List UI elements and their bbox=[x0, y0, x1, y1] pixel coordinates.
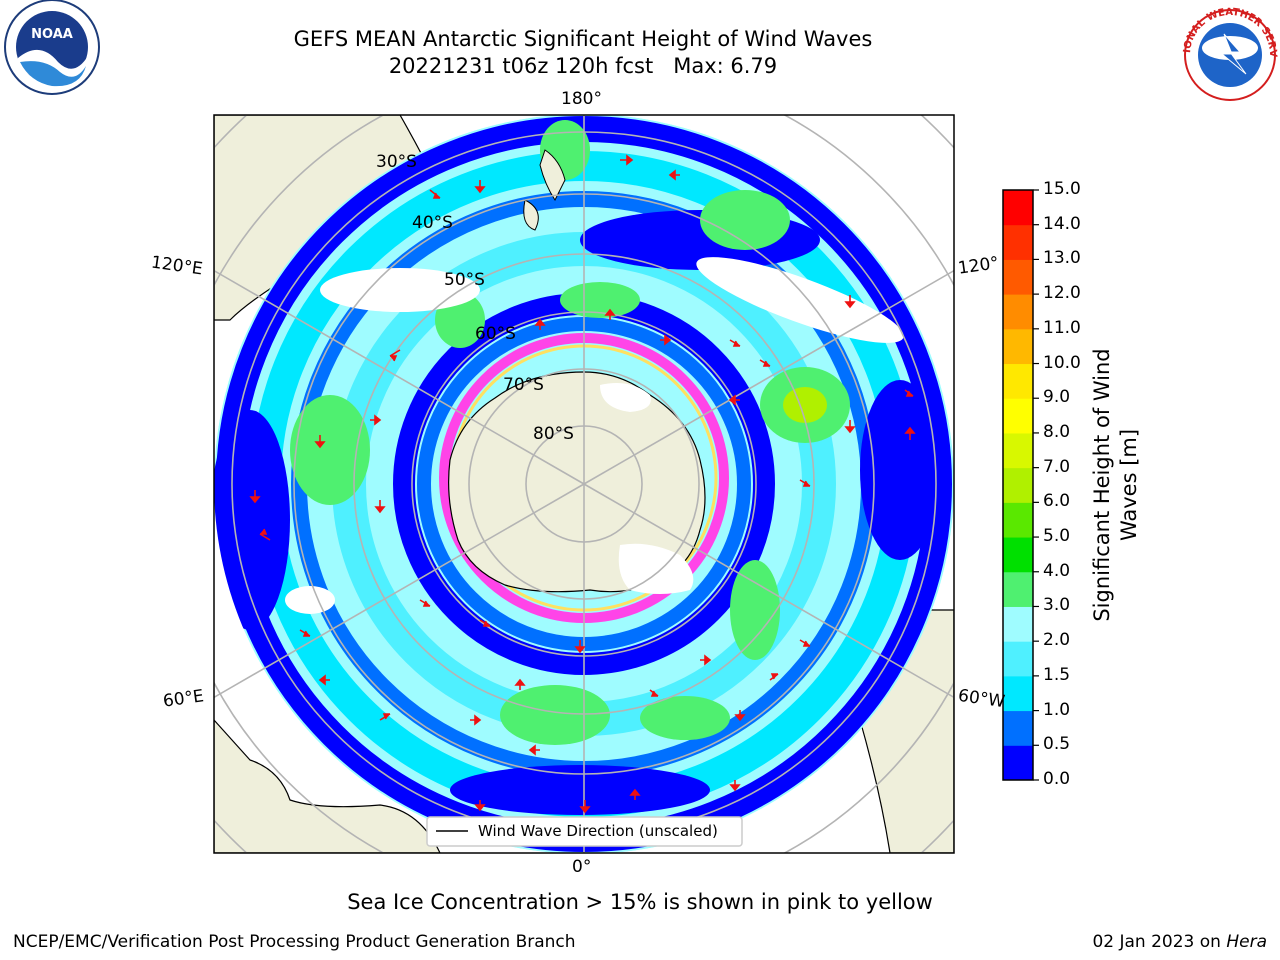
colorbar-segment bbox=[1003, 710, 1033, 746]
map-legend bbox=[426, 816, 743, 847]
polar-map bbox=[214, 115, 954, 853]
colorbar-segment bbox=[1003, 363, 1033, 399]
colorbar-segment bbox=[1003, 432, 1033, 469]
colorbar-tick-label: 1.5 bbox=[1043, 664, 1071, 685]
colorbar-tick-label: 15.0 bbox=[1043, 179, 1081, 199]
title-line-2: 20221231 t06z 120h fcst Max: 6.79 bbox=[388, 54, 778, 78]
colorbar-segment bbox=[1003, 294, 1033, 330]
lat-label-50s: 50°S bbox=[444, 270, 485, 290]
colorbar-segment bbox=[1003, 398, 1033, 434]
colorbar-tick-label: 0.5 bbox=[1043, 734, 1071, 755]
colorbar-segment bbox=[1003, 190, 1033, 226]
lat-label-70s: 70°S bbox=[503, 375, 544, 395]
map-frame bbox=[213, 114, 955, 854]
lon-label-180: 180° bbox=[561, 89, 602, 109]
colorbar-tick-label: 11.0 bbox=[1043, 317, 1081, 338]
colorbar-tick-label: 0.0 bbox=[1043, 769, 1071, 789]
lat-label-60s: 60°S bbox=[475, 324, 516, 344]
sea-ice-caption: Sea Ice Concentration > 15% is shown in … bbox=[347, 890, 933, 914]
footer-credit: NCEP/EMC/Verification Post Processing Pr… bbox=[13, 932, 576, 952]
colorbar-tick-label: 1.0 bbox=[1043, 699, 1071, 720]
colorbar-tick-label: 10.0 bbox=[1043, 352, 1081, 373]
colorbar-tick-label: 12.0 bbox=[1043, 283, 1081, 304]
map-title: GEFS MEAN Antarctic Significant Height o… bbox=[0, 26, 1166, 80]
title-line-1: GEFS MEAN Antarctic Significant Height o… bbox=[293, 27, 873, 51]
colorbar-segment bbox=[1003, 224, 1033, 260]
colorbar-segment bbox=[1003, 502, 1033, 538]
wind-wave-arrows bbox=[249, 154, 916, 814]
colorbar-tick-label: 4.0 bbox=[1043, 560, 1071, 581]
colorbar-segment bbox=[1003, 745, 1033, 781]
colorbar-tick-label: 9.0 bbox=[1043, 387, 1071, 408]
legend-label: Wind Wave Direction (unscaled) bbox=[478, 822, 718, 840]
colorbar-tick-label: 7.0 bbox=[1043, 456, 1071, 477]
colorbar-segment bbox=[1003, 537, 1033, 573]
lat-label-40s: 40°S bbox=[412, 213, 453, 233]
lon-label-0: 0° bbox=[572, 857, 592, 877]
lat-label-30s: 30°S bbox=[376, 152, 417, 172]
colorbar-tick-label: 8.0 bbox=[1043, 421, 1071, 442]
lat-label-80s: 80°S bbox=[533, 424, 574, 444]
colorbar-tick-label: 5.0 bbox=[1043, 526, 1071, 547]
colorbar-segment bbox=[1003, 467, 1033, 503]
colorbar-segment bbox=[1003, 641, 1033, 677]
colorbar-label-line-1: Significant Height of Wind bbox=[1090, 348, 1114, 622]
footer-date-text: 02 Jan 2023 on bbox=[1092, 932, 1227, 952]
footer-host: Hera bbox=[1226, 932, 1267, 952]
colorbar-segment bbox=[1003, 328, 1033, 365]
noaa-logo: NOAA bbox=[4, 0, 100, 95]
new-zealand-land bbox=[523, 149, 566, 231]
colorbar-segment bbox=[1003, 571, 1033, 607]
africa-land bbox=[214, 719, 441, 853]
colorbar-tick-label: 14.0 bbox=[1043, 213, 1081, 234]
footer-date: 02 Jan 2023 on Hera bbox=[1092, 932, 1267, 952]
wave-field bbox=[214, 115, 954, 853]
colorbar-tick-label: 13.0 bbox=[1043, 248, 1081, 269]
colorbar-segment bbox=[1003, 606, 1033, 642]
colorbar-tick-label: 3.0 bbox=[1043, 595, 1071, 616]
colorbar-segment bbox=[1003, 675, 1033, 712]
antarctica-land bbox=[448, 371, 706, 593]
colorbar-segment bbox=[1003, 259, 1033, 295]
colorbar bbox=[1003, 189, 1039, 781]
graticule bbox=[214, 115, 954, 853]
colorbar-label-line-2: Waves [m] bbox=[1117, 428, 1141, 542]
colorbar-frame bbox=[1002, 189, 1034, 781]
svg-text:NOAA: NOAA bbox=[31, 27, 73, 42]
colorbar-tick-label: 6.0 bbox=[1043, 491, 1071, 512]
colorbar-tick-label: 2.0 bbox=[1043, 630, 1071, 651]
